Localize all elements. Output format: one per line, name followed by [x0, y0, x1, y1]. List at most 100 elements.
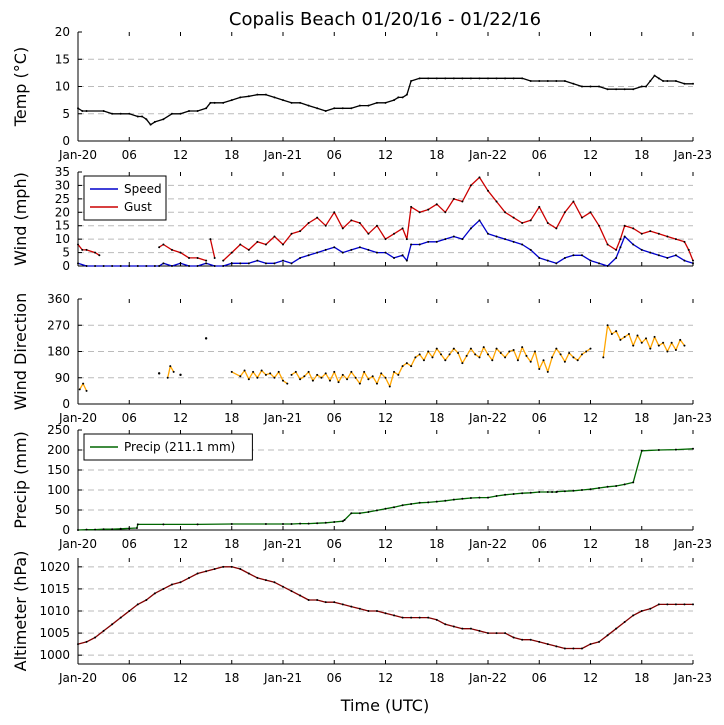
data-point [205, 570, 208, 573]
y-tick-label: 5 [62, 246, 70, 260]
data-point [333, 246, 336, 249]
data-point [82, 382, 85, 385]
data-point [128, 527, 131, 530]
data-point [393, 232, 396, 235]
chart-title: Copalis Beach 01/20/16 - 01/22/16 [229, 9, 541, 30]
data-point [230, 251, 233, 254]
data-point [662, 341, 665, 344]
data-point [346, 378, 349, 381]
data-point [136, 603, 139, 606]
data-point [452, 235, 455, 238]
legend-box [83, 175, 167, 221]
data-point [478, 176, 481, 179]
data-point [341, 107, 344, 110]
data-point [512, 216, 515, 219]
data-point [230, 370, 233, 373]
data-point [299, 378, 302, 381]
data-point [410, 243, 413, 246]
data-point [666, 350, 669, 353]
data-point [606, 634, 609, 637]
data-point [153, 592, 156, 595]
data-point [632, 614, 635, 617]
data-point [615, 256, 618, 259]
x-tick-label: Jan-22 [468, 537, 507, 551]
data-point [358, 246, 361, 249]
data-point [397, 373, 400, 376]
x-tick-label: Jan-20 [58, 148, 97, 162]
data-point [384, 376, 387, 379]
data-point [504, 493, 507, 496]
data-point [418, 353, 421, 356]
data-point [367, 610, 370, 612]
data-point [580, 353, 583, 356]
data-point [179, 581, 182, 584]
data-point [563, 360, 566, 363]
panel-precip: 0 50 100 150 200 250 Jan-20 06 12 18 Jan-21 06 12 18 J… [11, 423, 712, 551]
data-point [341, 227, 344, 230]
data-point [247, 95, 250, 98]
data-point [487, 353, 489, 356]
data-point [264, 579, 267, 582]
data-point [169, 365, 172, 368]
data-point [256, 576, 259, 579]
x-tick-label: 06 [327, 411, 342, 425]
data-point [461, 238, 464, 241]
data-point [128, 112, 131, 115]
data-point [589, 488, 592, 491]
data-point [341, 251, 344, 254]
x-tick-label: 18 [429, 148, 444, 162]
data-point [393, 99, 396, 102]
data-point [162, 262, 165, 265]
data-point [602, 356, 605, 359]
x-tick-label: 06 [122, 537, 137, 551]
data-point [162, 243, 165, 246]
data-point [273, 262, 276, 265]
x-tick-label: Jan-20 [58, 411, 97, 425]
data-point [478, 77, 481, 80]
data-point [77, 643, 79, 646]
data-point [452, 498, 455, 501]
data-point [350, 512, 353, 515]
data-point [568, 351, 571, 354]
data-point [111, 112, 114, 115]
data-point [145, 265, 148, 267]
data-point [461, 497, 464, 500]
data-point [427, 501, 430, 504]
data-point [264, 373, 267, 376]
data-point [538, 256, 541, 259]
data-point [551, 491, 554, 493]
data-point [324, 601, 327, 604]
data-point [619, 338, 622, 341]
data-point [316, 107, 319, 110]
data-point [179, 112, 182, 115]
y-tick-label: 10 [55, 80, 70, 94]
data-point [640, 449, 643, 452]
data-point [94, 528, 97, 531]
data-point [465, 354, 468, 357]
data-point [222, 101, 225, 104]
data-point [136, 265, 139, 267]
data-point [333, 370, 336, 373]
y-tick-label: 30 [55, 178, 70, 192]
data-point [649, 607, 652, 610]
data-point [375, 224, 378, 227]
data-point [290, 232, 293, 235]
data-point [367, 511, 370, 513]
x-tick-label: 18 [634, 671, 649, 685]
data-point [367, 248, 370, 251]
data-point [145, 598, 148, 601]
x-tick-label: Jan-21 [263, 411, 302, 425]
data-point [546, 222, 549, 225]
data-point [529, 219, 532, 222]
data-point [487, 232, 489, 235]
x-tick-label: Jan-22 [468, 671, 507, 685]
data-point [299, 101, 302, 104]
y-axis-label: Altimeter (hPa) [11, 551, 30, 672]
data-point [580, 254, 583, 257]
data-point [546, 643, 549, 646]
data-point [666, 235, 669, 238]
y-axis-label: Precip (mm) [11, 431, 30, 529]
data-point [290, 373, 293, 376]
x-tick-label: 12 [378, 148, 393, 162]
data-point [487, 632, 489, 635]
